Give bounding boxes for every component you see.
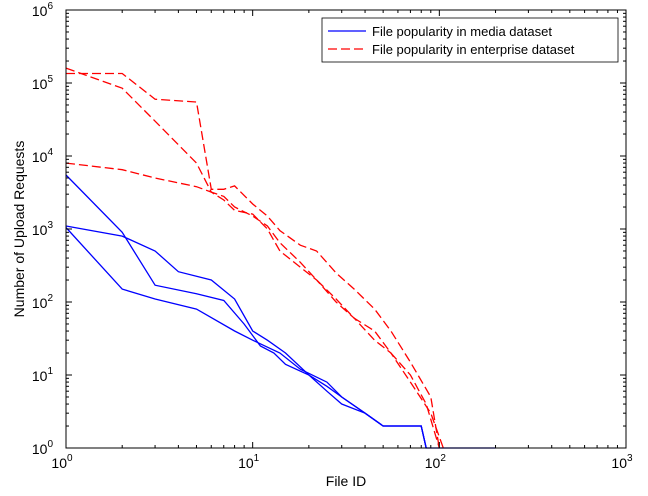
series-line-enterprise-4 bbox=[65, 67, 440, 449]
legend-label-1: File popularity in media dataset bbox=[372, 24, 552, 39]
legend-box bbox=[321, 17, 619, 63]
series-line-media-1 bbox=[65, 174, 496, 449]
x-axis-label: File ID bbox=[326, 473, 366, 489]
x-tick-label: 101 bbox=[238, 453, 260, 471]
series-line-enterprise-5 bbox=[66, 72, 440, 449]
x-tick-label: 103 bbox=[611, 453, 633, 471]
y-axis-label: Number of Upload Requests bbox=[11, 141, 27, 318]
tick-marks bbox=[65, 10, 626, 449]
x-tick-label: 102 bbox=[425, 453, 447, 471]
y-tick-label: 101 bbox=[32, 366, 54, 384]
y-tick-label: 100 bbox=[32, 439, 54, 457]
plot-frame bbox=[65, 9, 627, 449]
y-tick-label: 103 bbox=[32, 220, 54, 238]
series-line-enterprise-6 bbox=[65, 162, 444, 449]
y-tick-label: 102 bbox=[32, 293, 54, 311]
legend-label-2: File popularity in enterprise dataset bbox=[372, 42, 575, 57]
y-tick-label: 106 bbox=[32, 1, 54, 19]
legend: File popularity in media dataset File pop… bbox=[321, 17, 619, 63]
y-tick-label: 105 bbox=[32, 74, 54, 92]
y-tick-label: 104 bbox=[32, 147, 54, 165]
series-line-media-3 bbox=[65, 227, 427, 449]
axes: 100 101 102 103 100 101 102 103 104 105 106 bbox=[32, 1, 633, 471]
x-tick-label: 100 bbox=[51, 453, 73, 471]
plot-area bbox=[65, 67, 496, 449]
